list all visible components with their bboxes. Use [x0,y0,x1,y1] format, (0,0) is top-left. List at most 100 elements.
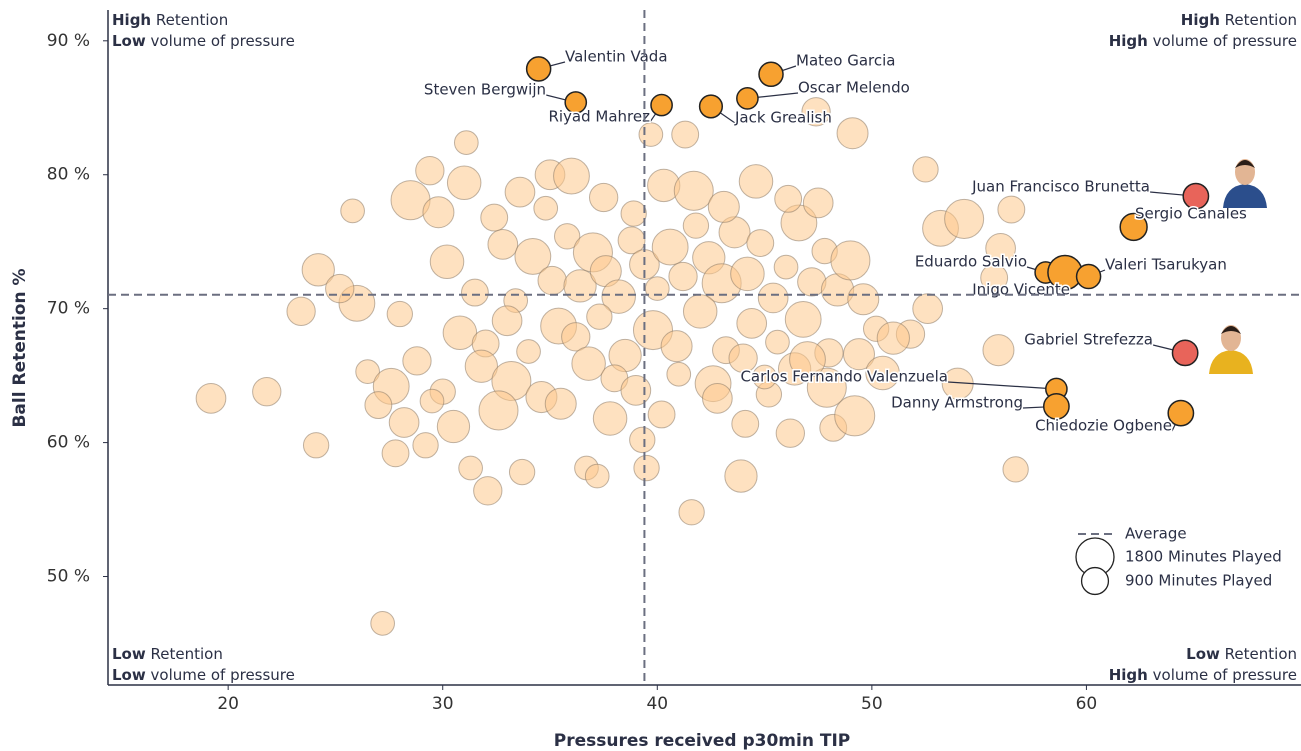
player-point [340,198,365,224]
quadrant-label: Low Retention [1186,645,1297,663]
player-point [638,122,664,147]
quadrant-label: Low volume of pressure [112,666,295,684]
player-point [784,300,822,338]
player-point [508,458,536,486]
player-point [301,253,335,287]
legend-size [1080,566,1110,596]
player-point [731,409,760,438]
player-point [842,338,876,371]
player-point [436,409,471,444]
player-point [912,293,944,325]
player-point [381,439,410,468]
player-point [738,164,774,199]
player-label: Danny Armstrong [891,394,1023,412]
player-point [660,330,693,363]
player-point [752,364,777,390]
player-point [980,263,1009,292]
player-point [802,187,834,219]
x-tick-label: 60 [1076,694,1098,714]
player-point [586,303,613,330]
player-point [728,343,758,373]
photo-hair [1235,160,1255,168]
player-point [460,278,489,307]
player-point [774,184,803,213]
x-tick-label: 20 [217,694,239,714]
player-point [325,273,355,304]
player-point [563,269,597,303]
player-label: Jack Grealish [734,109,832,127]
player-photo [1209,325,1253,374]
y-tick-label: 60 % [47,433,90,453]
player-label: Steven Bergwijn [424,81,546,99]
player-point [647,400,676,429]
quadrant-text: volume of pressure [151,32,295,50]
highlight-point [1119,212,1148,242]
quadrant-bold: Low [112,645,146,663]
player-point [537,265,567,296]
player-label: Valeri Tsarukyan [1105,256,1227,274]
player-point [553,157,590,195]
quadrant-label: Low volume of pressure [112,32,295,50]
player-point [682,212,710,239]
highlight-point [1182,182,1210,210]
player-point [682,294,718,329]
highlight-point [736,87,759,110]
player-point [364,391,393,420]
player-point [516,339,541,364]
player-point [429,244,465,280]
player-point [533,195,559,221]
player-point [912,156,939,183]
player-point [746,229,775,257]
quadrant-bold: High [1181,11,1220,29]
player-label: Carlos Fernando Valenzuela [740,368,948,386]
player-point [789,341,826,378]
legend-label: Average [1125,525,1187,543]
quadrant-bold: Low [112,666,146,684]
player-photo [1223,159,1267,208]
player-point [1002,456,1029,483]
highlight-point [525,56,552,82]
player-label: Riyad Mahrez [548,108,650,126]
quadrant-text: volume of pressure [1153,32,1297,50]
player-point [702,383,733,414]
player-point [480,203,509,232]
player-point [775,418,805,448]
player-point [473,476,503,506]
quadrant-bold: High [112,11,151,29]
y-axis-title: Ball Retention % [10,268,30,427]
photo-body [1209,350,1253,374]
player-point [588,182,619,213]
quadrant-text: Retention [1225,645,1297,663]
player-point [355,359,380,384]
x-axis-title: Pressures received p30min TIP [554,731,850,751]
player-point [730,256,765,292]
player-point [765,329,790,355]
player-point [673,170,714,211]
x-tick-label: 40 [646,694,668,714]
quadrant-bold: Low [1186,645,1220,663]
player-point [491,305,523,337]
player-point [834,395,876,437]
player-point [412,432,439,459]
quadrant-bold: Low [112,32,146,50]
quadrant-label: High Retention [1181,11,1297,29]
quadrant-text: volume of pressure [151,666,295,684]
photo-body [1223,184,1267,208]
quadrant-text: Retention [156,11,228,29]
quadrant-bold: High [1109,32,1148,50]
player-point [651,228,689,266]
quadrant-text: Retention [1225,11,1297,29]
player-point [415,156,445,186]
player-point [836,117,869,150]
highlight-point [564,91,588,114]
legend: Average 1800 Minutes Played 900 Minutes Pl… [1070,520,1296,596]
player-point [442,315,478,351]
player-point [668,261,698,292]
player-point [724,459,758,493]
highlight-point [1075,263,1102,290]
player-point [592,401,628,436]
player-point [773,254,799,280]
highlight-point [758,61,784,88]
player-point [678,499,705,526]
player-point [464,349,498,383]
